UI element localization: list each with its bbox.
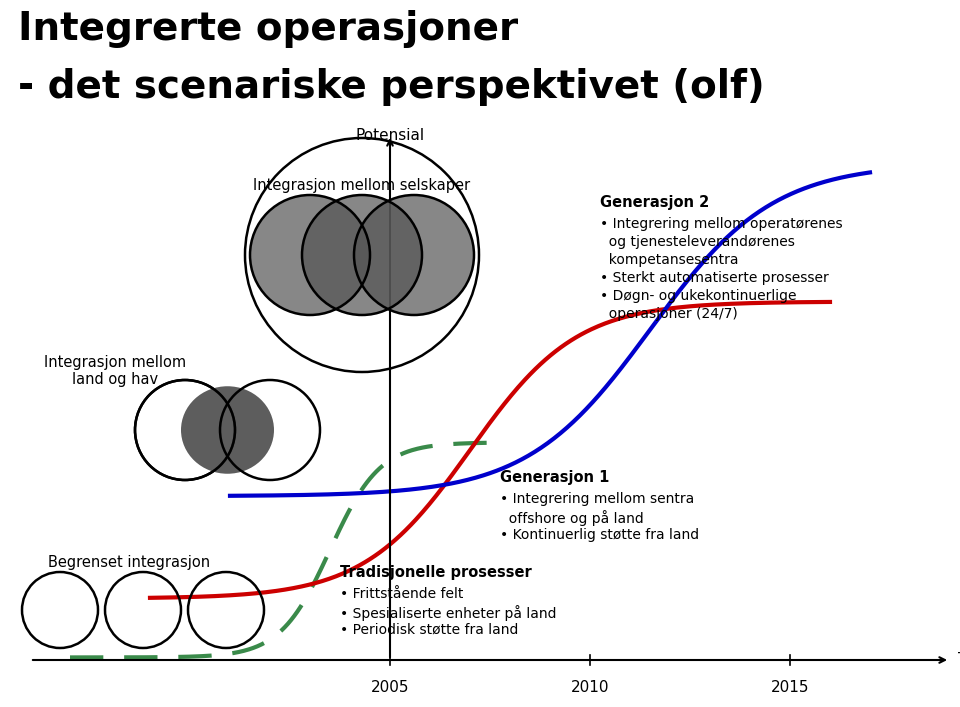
Circle shape [354, 195, 474, 315]
Text: Tradisjonelle prosesser: Tradisjonelle prosesser [340, 565, 532, 580]
Text: • Kontinuerlig støtte fra land: • Kontinuerlig støtte fra land [500, 528, 699, 542]
Text: • Døgn- og ukekontinuerlige: • Døgn- og ukekontinuerlige [600, 289, 797, 303]
Text: Tidshorisont: Tidshorisont [958, 653, 960, 667]
Text: 2010: 2010 [571, 680, 610, 695]
Text: Begrenset integrasjon: Begrenset integrasjon [48, 555, 210, 570]
Text: kompetansesentra: kompetansesentra [600, 253, 738, 267]
Text: Integrasjon mellom
land og hav: Integrasjon mellom land og hav [44, 355, 186, 387]
Text: 2005: 2005 [371, 680, 409, 695]
Ellipse shape [181, 386, 274, 474]
Text: • Periodisk støtte fra land: • Periodisk støtte fra land [340, 623, 518, 637]
Text: Generasjon 2: Generasjon 2 [600, 195, 709, 210]
Text: - det scenariske perspektivet (olf): - det scenariske perspektivet (olf) [18, 68, 765, 106]
Text: • Sterkt automatiserte prosesser: • Sterkt automatiserte prosesser [600, 271, 828, 285]
Text: 2015: 2015 [771, 680, 809, 695]
Text: Generasjon 1: Generasjon 1 [500, 470, 610, 485]
Text: Integrerte operasjoner: Integrerte operasjoner [18, 10, 518, 48]
Circle shape [302, 195, 422, 315]
Text: operasjoner (24/7): operasjoner (24/7) [600, 307, 737, 321]
Circle shape [250, 195, 370, 315]
Text: • Spesialiserte enheter på land: • Spesialiserte enheter på land [340, 605, 557, 621]
Text: • Frittstående felt: • Frittstående felt [340, 587, 464, 601]
Text: og tjenesteleverandørenes: og tjenesteleverandørenes [600, 235, 795, 249]
Text: Integrasjon mellom selskaper: Integrasjon mellom selskaper [253, 178, 470, 193]
Text: • Integrering mellom operatørenes: • Integrering mellom operatørenes [600, 217, 843, 231]
Text: Potensial: Potensial [355, 128, 424, 143]
Text: • Integrering mellom sentra: • Integrering mellom sentra [500, 492, 694, 506]
Text: offshore og på land: offshore og på land [500, 510, 644, 526]
